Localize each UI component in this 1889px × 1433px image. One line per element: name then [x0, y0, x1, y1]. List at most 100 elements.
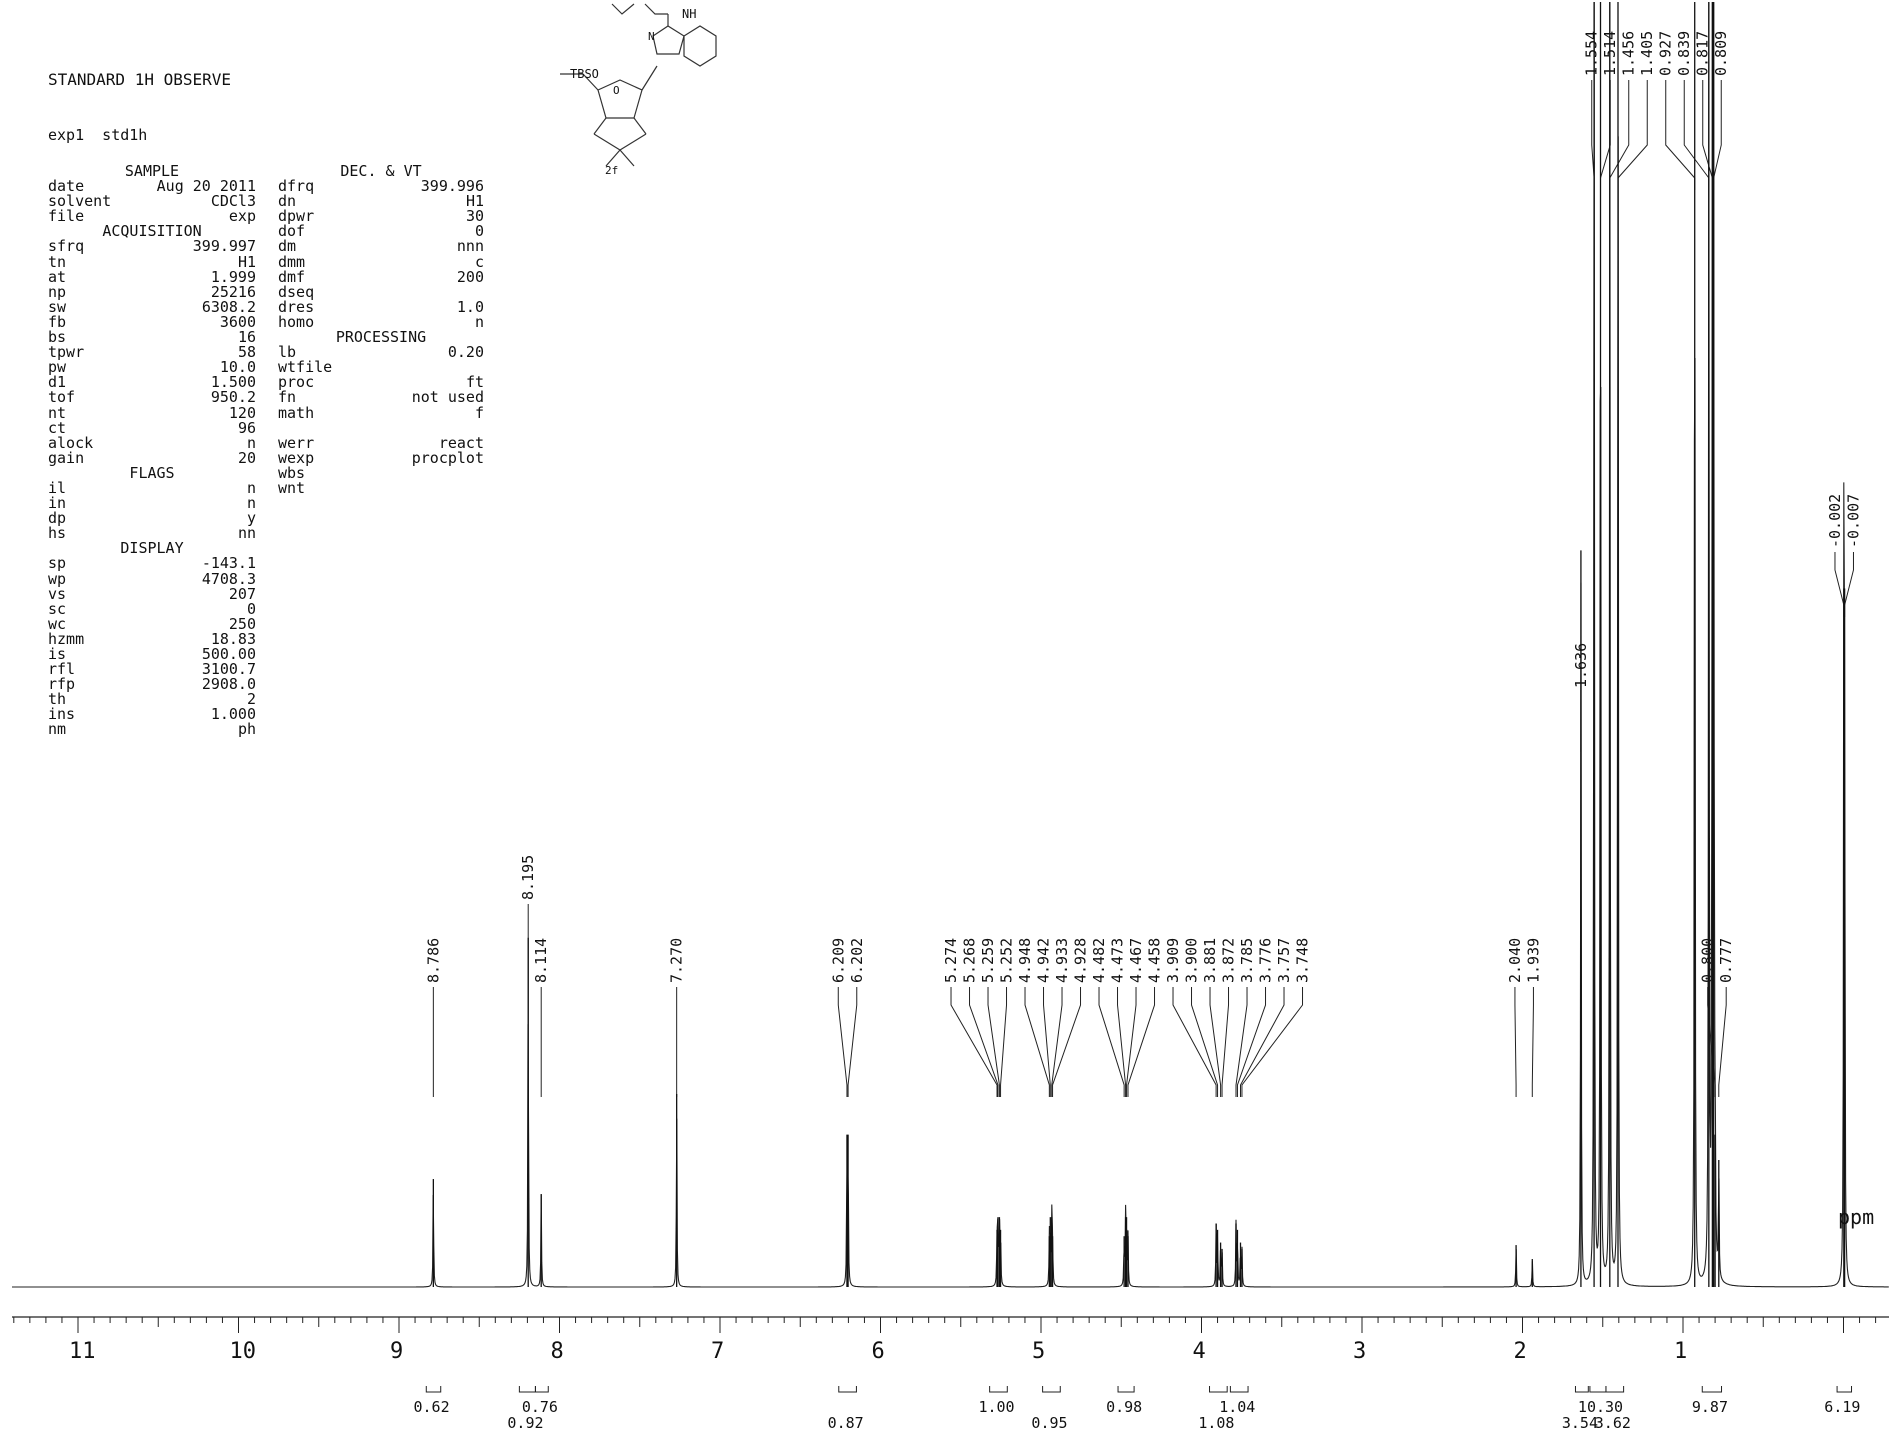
peak-label: 8.195 [519, 855, 537, 900]
integral-bracket [1117, 1386, 1135, 1393]
param-value: 1.000 [210, 705, 256, 724]
peak-label: 4.942 [1035, 938, 1053, 983]
peak-label: 1.939 [1524, 938, 1542, 983]
param-row: wnt [278, 478, 484, 497]
param-value: n [474, 312, 484, 331]
param-value: 6308.2 [201, 297, 256, 316]
integral-bracket [425, 1386, 442, 1393]
param-section-header: ACQUISITION [48, 224, 256, 239]
ppm-axis: 11 10 9 8 7 6 5 4 3 2 1 [12, 1316, 1889, 1364]
param-row: ins 1.000 [48, 707, 256, 722]
param-row: dn H1 [278, 194, 484, 209]
integral-annotations: 0.62 0.920.76 0.87 1.00 0.95 0.98 1.081.04 3.54… [414, 1386, 1860, 1432]
param-value: 250 [228, 614, 256, 633]
param-value: procplot [411, 448, 484, 467]
param-name: is [48, 645, 67, 663]
peak-leader [1617, 80, 1648, 190]
peak-label: 6.202 [848, 938, 866, 983]
param-value: 200 [456, 267, 484, 286]
param-name: sfrq [48, 237, 85, 256]
param-row: pw 10.0 [48, 360, 256, 375]
peak-label: 2.040 [1506, 938, 1524, 983]
x-tick-label: 4 [1193, 1339, 1206, 1364]
param-value: H1 [237, 252, 256, 271]
peak-leader [1043, 987, 1051, 1097]
peak-label: 7.270 [668, 938, 686, 983]
param-name: pw [48, 358, 67, 377]
param-name: dn [278, 192, 297, 211]
integral-bracket [1836, 1386, 1853, 1393]
param-value: 20 [237, 448, 256, 467]
structure-label-nh: NH [682, 7, 696, 21]
param-row: wc 250 [48, 614, 256, 633]
param-name: d1 [48, 373, 67, 392]
integral-value: 0.62 [414, 1398, 450, 1416]
param-value: y [246, 509, 256, 528]
x-tick-label: 11 [69, 1339, 96, 1364]
integral-bracket [1589, 1386, 1607, 1393]
integral-value: 0.76 [522, 1398, 558, 1416]
peak-label: 3.748 [1294, 938, 1312, 983]
peak-leader [1126, 987, 1137, 1097]
param-row: date Aug 20 2011 [48, 177, 256, 196]
param-name: dp [48, 509, 67, 528]
param-name: proc [278, 373, 315, 392]
peak-label: 6.209 [829, 938, 847, 983]
param-value: 30 [465, 207, 484, 226]
param-row: sp -143.1 [48, 556, 256, 571]
param-value: Aug 20 2011 [156, 177, 256, 196]
structure-label-n: N [648, 30, 655, 43]
peak-leader [1240, 987, 1285, 1097]
param-name: il [48, 478, 67, 497]
peak-label: 1.554 [1583, 31, 1601, 76]
param-value: 500.00 [201, 645, 256, 663]
param-row: dof 0 [278, 224, 484, 239]
peak-leader [1051, 987, 1063, 1097]
param-name: rfl [48, 660, 76, 679]
param-name: werr [278, 433, 315, 452]
param-name: dfrq [278, 177, 315, 196]
param-name: dof [278, 222, 306, 241]
param-name: math [278, 403, 315, 422]
param-row: rfp 2908.0 [48, 677, 256, 692]
param-name: th [48, 690, 67, 709]
peak-leader [1236, 987, 1267, 1097]
peak-leader [847, 987, 858, 1097]
param-row: dseq [278, 284, 484, 300]
param-name: nt [48, 403, 67, 422]
param-row: rfl 3100.7 [48, 660, 256, 679]
integral-value: 0.98 [1106, 1398, 1142, 1416]
peak-label: 3.872 [1220, 938, 1238, 983]
param-section-header: PROCESSING [278, 329, 484, 345]
param-name: dmf [278, 267, 306, 286]
peak-leader [1683, 80, 1710, 190]
peak-leader [1024, 987, 1050, 1097]
peak-leader [1844, 552, 1854, 617]
peak-leader [1514, 987, 1517, 1097]
axis-unit-label: ppm [1838, 1205, 1874, 1229]
param-row: th 2 [48, 692, 256, 707]
peak-label: 3.757 [1275, 938, 1293, 983]
spectrum-line [12, 1, 1889, 1288]
param-name: alock [48, 433, 94, 452]
integral-bracket [1042, 1386, 1061, 1393]
peak-label: 1.456 [1620, 31, 1638, 76]
param-name: solvent [48, 192, 112, 211]
param-name: wnt [278, 478, 306, 497]
param-name: fb [48, 312, 67, 331]
param-name: sp [48, 554, 67, 573]
peak-label: 1.405 [1638, 31, 1656, 76]
peak-label: 4.928 [1072, 938, 1090, 983]
param-name: gain [48, 448, 85, 467]
param-name: vs [48, 584, 67, 603]
peak-leader [1718, 987, 1727, 1097]
param-value: nn [237, 524, 256, 543]
param-name: dm [278, 237, 297, 256]
integral-value: 0.95 [1031, 1414, 1067, 1432]
param-value: 58 [237, 343, 256, 362]
param-row: wp 4708.3 [48, 571, 256, 587]
peak-leader [837, 987, 848, 1097]
peak-leader [1241, 987, 1304, 1097]
peak-label: 0.777 [1717, 938, 1735, 983]
param-name: np [48, 282, 67, 301]
